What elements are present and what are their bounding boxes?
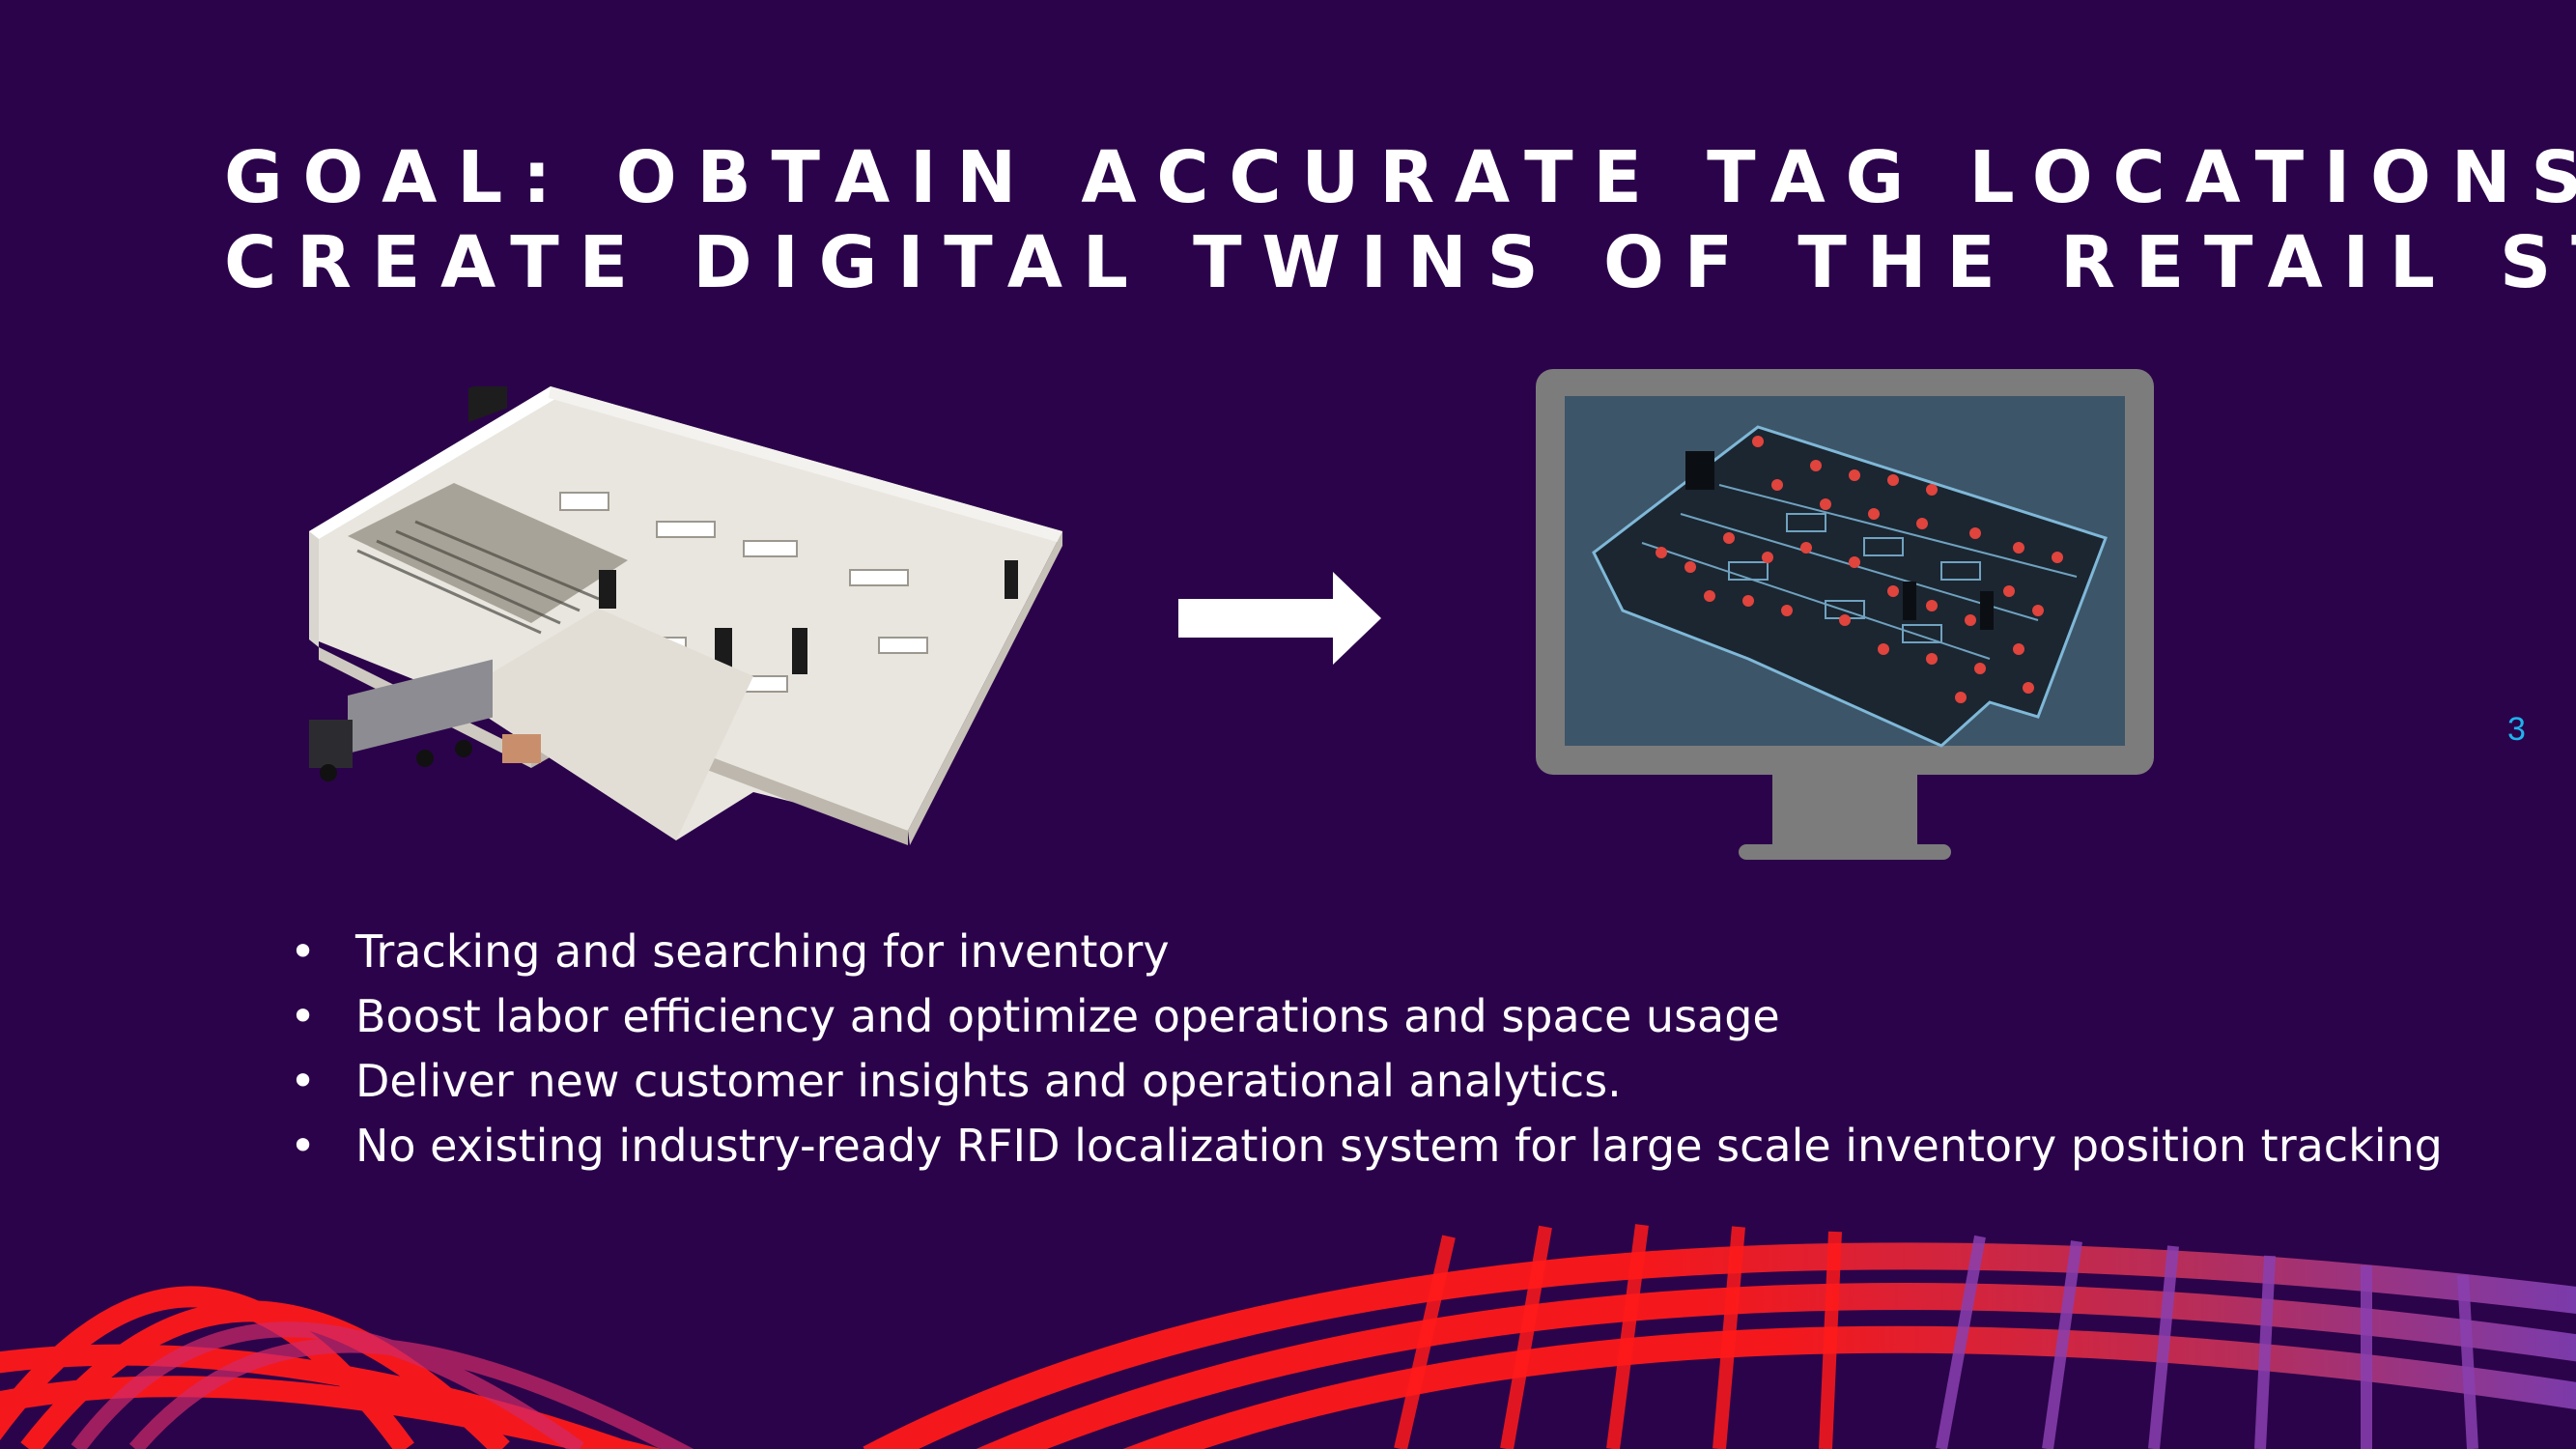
- title-line-2: create digital twins of the retail store: [224, 221, 2576, 304]
- monitor-icon: [1536, 369, 2154, 860]
- bullet-item: Deliver new customer insights and operat…: [290, 1049, 2443, 1114]
- bullet-item: Tracking and searching for inventory: [290, 920, 2443, 984]
- retail-store-3d-icon: [309, 386, 1062, 845]
- slide-title: Goal: Obtain accurate tag locations and …: [224, 135, 2576, 305]
- bullet-list: Tracking and searching for inventory Boo…: [290, 920, 2443, 1179]
- decorative-ribbon: [0, 1224, 2576, 1449]
- bullet-item: No existing industry-ready RFID localiza…: [290, 1114, 2443, 1179]
- bullet-item: Boost labor efficiency and optimize oper…: [290, 984, 2443, 1049]
- location-pin-icon: [1656, 436, 2063, 703]
- title-line-1: Goal: Obtain accurate tag locations and: [224, 136, 2576, 219]
- truck-icon: [309, 659, 541, 781]
- page-number: 3: [2507, 711, 2526, 748]
- right-arrow-icon: [1178, 572, 1381, 665]
